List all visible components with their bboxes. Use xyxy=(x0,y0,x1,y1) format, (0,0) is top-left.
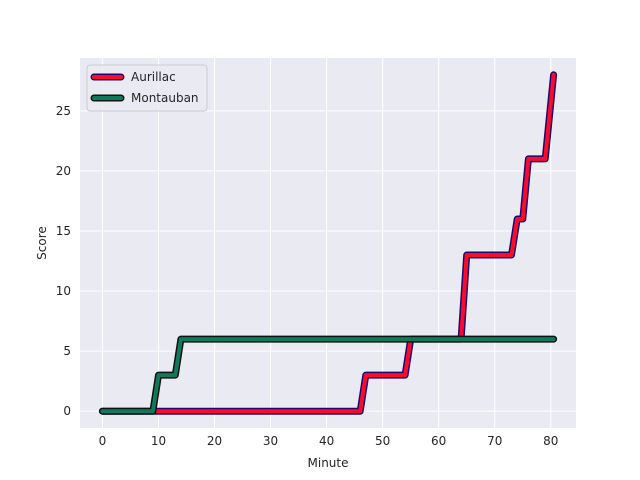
montauban-line xyxy=(100,337,556,414)
x-tick-label: 80 xyxy=(543,434,558,448)
x-tick-label: 70 xyxy=(487,434,502,448)
y-tick-label: 0 xyxy=(63,404,71,418)
plot-background xyxy=(80,58,576,428)
x-ticks: 0 10 20 30 40 50 60 70 80 xyxy=(99,434,559,448)
x-tick-label: 40 xyxy=(319,434,334,448)
y-tick-label: 10 xyxy=(56,284,71,298)
x-tick-label: 50 xyxy=(375,434,390,448)
x-tick-label: 30 xyxy=(263,434,278,448)
aurillac-line xyxy=(100,72,556,414)
legend: Aurillac Montauban xyxy=(86,64,208,112)
y-tick-label: 15 xyxy=(56,224,71,238)
series-lines xyxy=(98,71,558,415)
x-tick-label: 20 xyxy=(207,434,222,448)
y-tick-label: 20 xyxy=(56,164,71,178)
y-ticks: 0 5 10 15 20 25 xyxy=(56,104,71,418)
x-tick-label: 0 xyxy=(99,434,107,448)
y-tick-label: 5 xyxy=(63,344,71,358)
montauban-legend-label: Montauban xyxy=(131,91,199,105)
x-axis-label: Minute xyxy=(308,456,349,470)
aurillac-legend-label: Aurillac xyxy=(131,70,176,84)
x-tick-label: 10 xyxy=(151,434,166,448)
y-axis-label: Score xyxy=(35,226,49,260)
x-tick-label: 60 xyxy=(431,434,446,448)
grid xyxy=(80,58,576,428)
y-tick-label: 25 xyxy=(56,104,71,118)
